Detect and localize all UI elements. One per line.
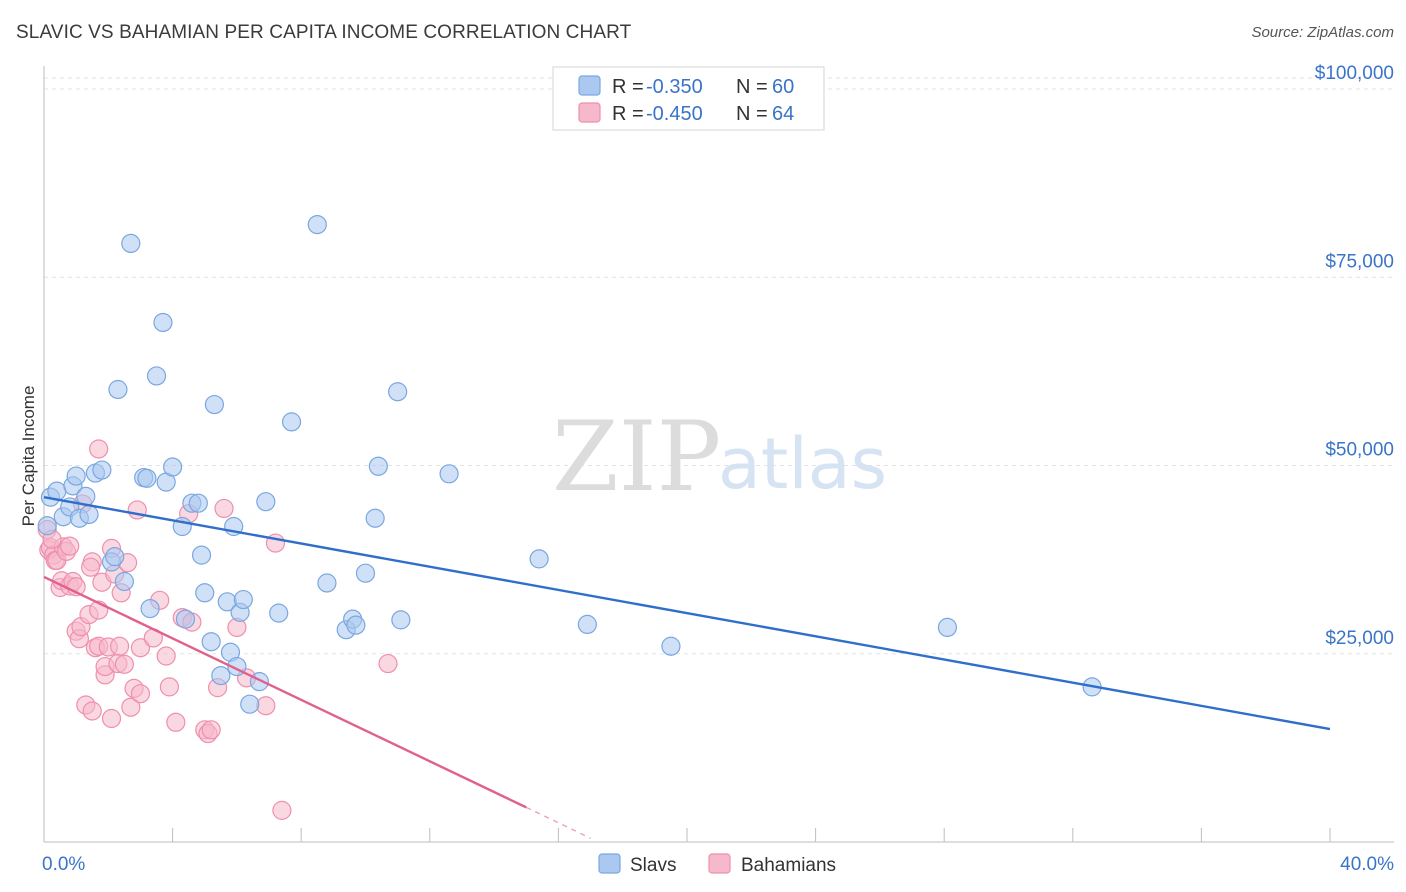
slavs-point-22	[163, 457, 183, 477]
slavs-point-55	[577, 614, 597, 635]
slavs-point-51	[388, 382, 408, 402]
legend-label-slavs: Slavs	[630, 855, 676, 876]
slavs-point-14	[114, 571, 134, 592]
slavs-point-26	[188, 493, 208, 513]
slavs-n-label: N =	[736, 76, 768, 98]
slavs-point-42	[281, 412, 302, 432]
slavs-point-56	[661, 636, 681, 656]
slavs-r-label: R =	[612, 76, 644, 98]
bahamians-n-label: N =	[736, 103, 768, 125]
x-tick-labels: 0.0% 40.0%	[42, 854, 1394, 875]
slavs-point-52	[391, 610, 411, 630]
slavs-point-20	[153, 312, 173, 333]
slavs-point-24	[175, 609, 196, 629]
slavs-point-48	[355, 563, 376, 583]
slavs-point-8	[79, 504, 99, 525]
series-legend: Slavs Bahamians	[598, 853, 836, 876]
bahamians-point-30	[101, 708, 122, 729]
bahamians-point-36	[114, 654, 134, 674]
slavs-point-17	[137, 468, 157, 488]
y-tick-label-1: $50,000	[1325, 440, 1394, 461]
slavs-point-29	[201, 632, 221, 652]
bahamians-point-21	[82, 701, 102, 721]
bahamians-point-46	[159, 677, 179, 697]
legend-swatch-slavs	[598, 853, 621, 874]
slavs-point-27	[191, 545, 212, 565]
slavs-point-28	[195, 583, 215, 603]
slavs-point-41	[269, 603, 289, 623]
slavs-point-15	[121, 233, 141, 254]
slavs-point-50	[368, 456, 388, 476]
bahamians-point-38	[121, 697, 141, 717]
slavs-points	[37, 214, 1102, 714]
axes	[43, 66, 1394, 843]
y-tick-label-3: $100,000	[1315, 63, 1394, 84]
bahamians-point-63	[81, 557, 101, 577]
bahamians-point-60	[272, 800, 292, 820]
y-tick-label-2: $75,000	[1325, 251, 1394, 272]
slavs-trend-line	[43, 495, 1331, 731]
x-minor-ticks	[172, 828, 1331, 842]
bahamians-point-41	[130, 638, 151, 658]
bahamians-point-10	[60, 536, 80, 556]
slavs-legend-swatch	[578, 75, 601, 96]
bahamians-legend-swatch	[578, 102, 601, 123]
slavs-point-31	[211, 665, 231, 686]
slavs-point-12	[105, 547, 125, 567]
legend-label-bahamians: Bahamians	[741, 855, 836, 876]
slavs-point-47	[346, 615, 366, 635]
slavs-point-53	[439, 464, 459, 484]
slavs-n-value: 60	[772, 76, 794, 98]
slavs-point-19	[146, 366, 167, 386]
bahamians-point-34	[109, 636, 130, 656]
bahamians-trend-extension	[525, 806, 591, 839]
slavs-point-5	[66, 466, 86, 486]
slavs-point-37	[233, 589, 253, 610]
slavs-point-49	[365, 508, 385, 528]
slavs-point-40	[256, 492, 276, 512]
slavs-point-43	[307, 214, 327, 235]
bahamians-point-42	[130, 684, 151, 704]
slavs-point-57	[937, 617, 958, 638]
slavs-r-value: -0.350	[646, 76, 703, 98]
legend-swatch-bahamians	[708, 853, 731, 874]
slavs-point-30	[204, 394, 224, 415]
slavs-point-10	[92, 460, 112, 480]
source-credit: Source: ZipAtlas.com	[1251, 24, 1394, 41]
stats-legend: R = -0.350 N = 60 R = -0.450 N = 64	[552, 66, 825, 131]
slavs-point-38	[240, 694, 260, 714]
slavs-point-59	[37, 516, 57, 536]
x-tick-label-0: 0.0%	[42, 854, 85, 875]
bahamians-n-value: 64	[772, 103, 794, 125]
slavs-point-13	[108, 379, 128, 400]
bahamians-point-47	[166, 712, 186, 732]
bahamians-point-45	[156, 646, 176, 666]
x-tick-label-1: 40.0%	[1340, 854, 1394, 875]
watermark-zip: ZIP	[552, 401, 721, 513]
y-tick-label-0: $25,000	[1325, 628, 1394, 649]
grid-lines	[44, 77, 1394, 655]
watermark-atlas: atlas	[718, 423, 887, 505]
watermark: ZIP atlas	[552, 401, 887, 513]
bahamians-r-label: R =	[612, 103, 644, 125]
bahamians-point-55	[214, 498, 234, 519]
bahamians-point-61	[378, 653, 398, 674]
bahamians-point-25	[89, 439, 109, 459]
trend-lines	[43, 495, 1331, 839]
chart-title: SLAVIC VS BAHAMIAN PER CAPITA INCOME COR…	[16, 22, 632, 43]
bahamians-trend-line	[43, 575, 527, 809]
y-tick-labels: $25,000 $50,000 $75,000 $100,000	[1315, 63, 1394, 649]
bahamians-point-58	[256, 696, 276, 716]
slavs-point-44	[317, 573, 337, 593]
bahamians-point-53	[201, 720, 221, 740]
slavs-point-18	[140, 598, 160, 619]
y-axis-label: Per Capita Income	[19, 386, 38, 527]
slavs-point-54	[529, 549, 549, 569]
bahamians-r-value: -0.450	[646, 103, 703, 125]
